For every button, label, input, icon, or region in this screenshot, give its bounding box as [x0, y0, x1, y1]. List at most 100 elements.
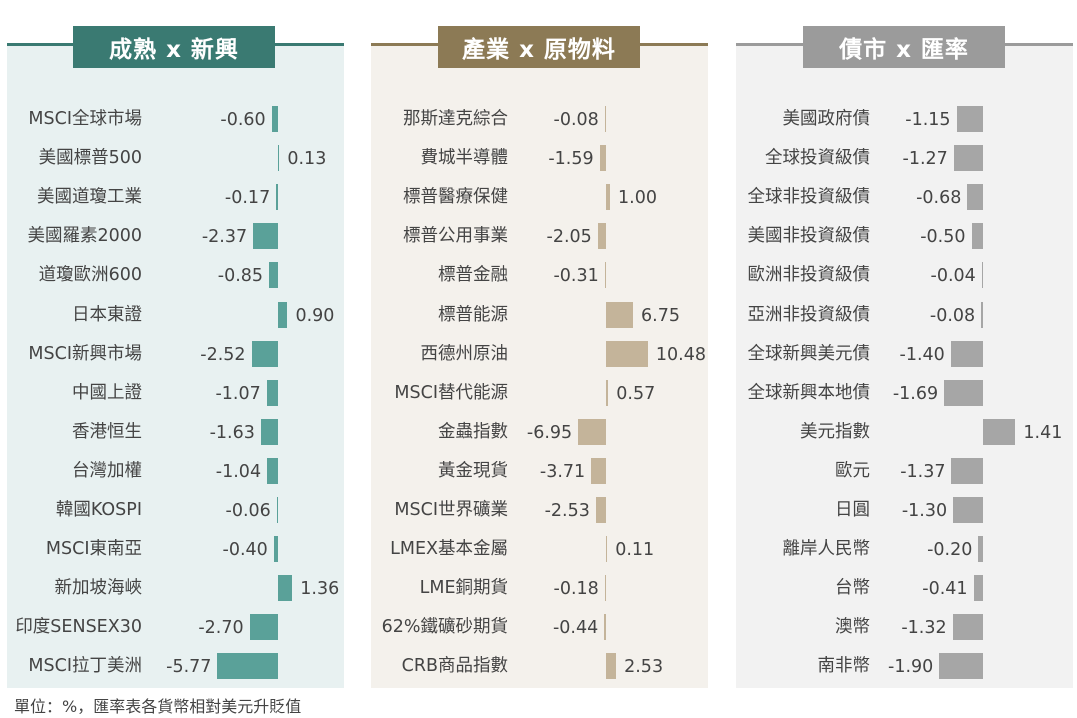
bar: [604, 614, 606, 641]
category-label: 香港恒生: [72, 421, 142, 442]
value-label: -6.95: [526, 422, 573, 443]
category-label: 標普醫療保健: [403, 187, 508, 208]
category-label: MSCI拉丁美洲: [28, 656, 142, 677]
value-label: -1.69: [892, 383, 939, 404]
bar: [276, 497, 278, 523]
footnote: 單位：%，匯率表各貨幣相對美元升貶值: [14, 697, 302, 716]
value-label: -1.04: [215, 461, 262, 482]
value-label: -1.27: [902, 149, 948, 170]
value-label: -1.63: [209, 422, 255, 443]
category-label: MSCI世界礦業: [394, 500, 508, 520]
bar: [983, 418, 1016, 445]
value-label: 0.90: [295, 305, 335, 326]
bar: [251, 340, 278, 367]
category-label: 道瓊歐洲600: [38, 265, 142, 286]
category-label: 全球投資級債: [765, 148, 870, 169]
bar: [249, 614, 278, 641]
value-label: -1.30: [901, 501, 948, 521]
bar: [604, 106, 606, 132]
panel-bond-fx-background: [736, 45, 1073, 688]
bar: [978, 536, 983, 563]
category-label: 那斯達克綜合: [403, 109, 508, 129]
category-label: 印度SENSEX30: [15, 617, 142, 638]
value-label: -3.71: [539, 461, 586, 482]
value-label: -0.60: [220, 110, 266, 130]
category-label: 美國非投資級債: [747, 226, 871, 247]
value-label: 6.75: [641, 305, 680, 326]
value-label: 2.53: [624, 657, 664, 678]
value-label: -0.41: [922, 579, 968, 600]
bar: [273, 536, 278, 563]
bar: [953, 497, 983, 523]
category-label: 標普能源: [438, 304, 508, 325]
category-label: 62%鐵礦砂期貨: [381, 617, 508, 638]
bar: [973, 575, 983, 602]
bar: [604, 262, 606, 289]
value-label: 10.48: [655, 344, 707, 365]
bar: [278, 575, 293, 602]
bar: [266, 379, 278, 406]
bar: [606, 340, 648, 367]
value-label: -1.59: [548, 149, 594, 170]
bar: [953, 145, 983, 172]
category-label: 南非幣: [817, 656, 871, 677]
value-label: -0.44: [552, 618, 599, 639]
category-label: 日圓: [835, 500, 870, 520]
bar: [578, 418, 606, 445]
bar: [606, 184, 610, 211]
value-label: -0.85: [217, 266, 264, 287]
bar: [981, 301, 983, 328]
category-label: 歐洲非投資級債: [747, 265, 871, 286]
category-label: CRB商品指數: [401, 656, 508, 677]
bar: [606, 301, 633, 328]
category-label: 韓國KOSPI: [55, 500, 142, 520]
category-label: 美國政府債: [782, 109, 871, 129]
bar: [952, 614, 983, 641]
category-label: 離岸人民幣: [782, 539, 871, 560]
value-label: -0.50: [920, 227, 966, 248]
bar: [217, 653, 278, 680]
category-label: 全球非投資級債: [747, 187, 871, 208]
bar: [595, 497, 606, 523]
bar: [269, 262, 278, 289]
category-label: 澳幣: [835, 617, 870, 638]
bar: [951, 457, 983, 484]
value-label: -1.40: [899, 344, 945, 365]
value-label: 0.11: [615, 540, 655, 561]
bar: [606, 536, 608, 563]
value-label: -5.77: [166, 657, 212, 678]
value-label: -0.18: [553, 579, 599, 600]
category-label: 西德州原油: [420, 343, 509, 364]
bar: [591, 457, 606, 484]
value-label: -1.15: [905, 110, 951, 130]
category-label: 標普金融: [438, 265, 508, 286]
bar: [971, 223, 983, 250]
category-label: MSCI東南亞: [45, 539, 142, 560]
value-label: -0.17: [224, 188, 271, 209]
bar: [276, 184, 278, 211]
value-label: -0.20: [927, 540, 973, 561]
value-label: -2.37: [201, 227, 248, 248]
category-label: 全球新興本地債: [747, 382, 871, 403]
value-label: -1.90: [888, 657, 934, 678]
bar: [981, 262, 983, 289]
category-label: 費城半導體: [420, 148, 509, 169]
value-label: -0.68: [916, 188, 962, 209]
bar: [278, 301, 288, 328]
value-label: -0.08: [929, 305, 976, 326]
panel-mature-emerging-title: 成熟 x 新興: [73, 26, 275, 68]
bar: [944, 379, 983, 406]
value-label: 0.13: [287, 149, 327, 170]
value-label: 0.57: [616, 383, 656, 404]
bar: [967, 184, 983, 211]
bar: [606, 379, 609, 406]
category-label: 全球新興美元債: [747, 343, 871, 364]
value-label: -1.32: [901, 618, 947, 639]
bar: [597, 223, 606, 250]
category-label: LME銅期貨: [419, 578, 508, 599]
value-label: -2.52: [200, 344, 246, 365]
value-label: 1.41: [1023, 422, 1063, 443]
category-label: 日本東證: [72, 304, 142, 325]
bar: [599, 145, 606, 172]
category-label: 美國羅素2000: [27, 226, 142, 247]
